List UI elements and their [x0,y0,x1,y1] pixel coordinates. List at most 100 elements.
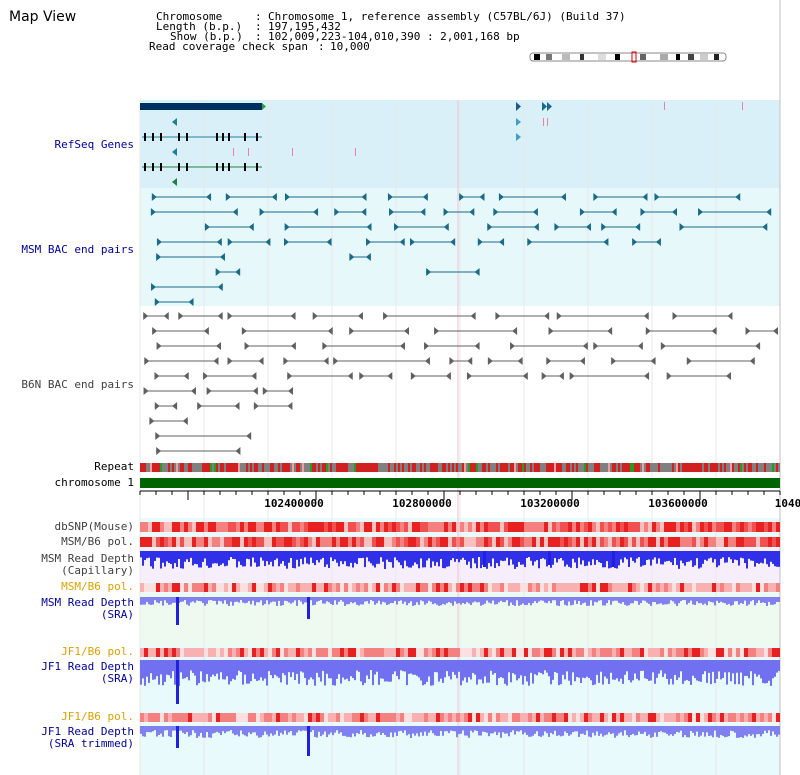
track-label-jf1-b6-pol-1[interactable]: JF1/B6 pol. [61,645,134,658]
read-depth-bar [706,597,708,606]
read-depth-bar [606,726,608,735]
variation-strip-cell [172,537,176,547]
read-depth-bar [626,551,628,560]
repeat-segment [766,463,768,472]
variation-strip-cell [560,522,564,532]
read-depth-bar [256,551,258,567]
track-label-jf1-b6-pol-2[interactable]: JF1/B6 pol. [61,710,134,723]
variation-strip-cell [380,583,384,592]
show-label: Show (b.p.) [170,30,243,43]
track-label-msm-depth-sra-1[interactable]: MSM Read Depth [41,596,134,609]
variation-strip-cell [524,583,528,592]
read-depth-bar [492,597,494,601]
variation-strip-cell [284,522,288,532]
read-depth-bar [658,660,660,674]
track-label-msm-b6-pol-2[interactable]: MSM/B6 pol. [61,580,134,593]
variation-strip-cell [364,713,368,722]
variation-strip-cell [272,713,276,722]
track-label-msm-b6-pol-1[interactable]: MSM/B6 pol. [61,535,134,548]
track-label-b6n-bac[interactable]: B6N BAC end pairs [21,378,134,391]
variation-strip-cell [688,713,692,722]
b6n-bac-pair-end [755,342,761,350]
read-depth-bar [194,597,196,603]
variation-strip-cell [568,522,572,532]
msm-bac-pair-end [409,238,415,246]
b6n-bac-pair-end [544,312,550,320]
repeat-segment [418,463,420,472]
variation-strip-cell [296,713,300,722]
variation-strip-cell [484,583,488,592]
read-depth-bar [616,726,618,736]
read-depth-bar [450,726,452,731]
variation-strip-cell [452,648,456,657]
length-colon: : [255,20,262,33]
variation-strip-cell [424,648,428,657]
track-label-msm-bac[interactable]: MSM BAC end pairs [21,243,134,256]
read-depth-bar [310,597,312,601]
read-depth-bar [562,597,564,601]
read-depth-bar [180,597,182,602]
read-depth-bar [746,660,748,677]
track-label-dbsnp[interactable]: dbSNP(Mouse) [54,520,134,533]
variation-strip-cell [252,713,256,722]
read-depth-bar [340,597,342,601]
read-depth-bar [334,551,336,560]
read-depth-bar [596,551,598,560]
read-depth-bar [230,551,232,558]
read-depth-bar [694,551,696,566]
read-depth-bar [586,551,588,566]
read-depth-bar [258,597,260,603]
read-depth-bar [390,660,392,682]
read-depth-bar [270,660,272,676]
track-label-chromosome[interactable]: chromosome 1 [54,476,134,489]
repeat-segment [478,463,480,472]
read-depth-bar [596,726,598,732]
b6n-bac-pair-end [203,327,209,335]
track-label-jf1-depth-sra-1[interactable]: JF1 Read Depth [41,660,134,673]
msm-bac-pair-end [554,223,560,231]
read-depth-bar [520,660,522,676]
variation-strip-cell [164,648,168,657]
b6n-bac-pair-end [251,372,257,380]
read-depth-bar [420,597,422,601]
b6n-bac-pair-end [163,312,169,320]
track-label-jf1-depth-trim-1[interactable]: JF1 Read Depth [41,725,134,738]
read-depth-bar [154,660,156,680]
b6n-bac-pair-end [449,357,455,365]
track-label-msm-depth-cap-1[interactable]: MSM Read Depth [41,552,134,565]
read-depth-bar [374,726,376,737]
read-depth-bar [290,551,292,558]
repeat-segment [300,463,302,472]
repeat-segment [460,463,462,472]
track-label-repeat[interactable]: Repeat [94,460,134,473]
variation-strip-cell [740,522,744,532]
msm-bac-pair-end [150,208,156,216]
repeat-segment [588,463,590,472]
read-depth-bar [346,660,348,679]
read-depth-bar [652,597,654,603]
read-depth-bar [672,551,674,566]
read-depth-bar [238,660,240,671]
variation-strip-cell [320,537,324,547]
variation-strip-cell [144,648,148,657]
track-label-refseq[interactable]: RefSeq Genes [54,138,134,151]
b6n-bac-pair-end [203,372,209,380]
msm-bac-pair-end [762,223,768,231]
read-depth-bar [658,597,660,604]
read-depth-bar [526,551,528,558]
variation-strip-cell [284,713,288,722]
repeat-segment [632,463,634,472]
variation-strip-cell [320,583,324,592]
read-depth-bar [628,551,630,567]
b6n-bac-pair-end [387,372,393,380]
read-depth-bar [420,726,422,733]
read-depth-bar [416,597,418,603]
read-depth-bar [424,597,426,605]
read-depth-bar [514,726,516,735]
variation-strip-cell [640,537,644,547]
repeat-segment [248,463,250,472]
read-depth-bar [164,551,166,567]
read-depth-bar [284,660,286,676]
read-depth-bar [694,597,696,606]
